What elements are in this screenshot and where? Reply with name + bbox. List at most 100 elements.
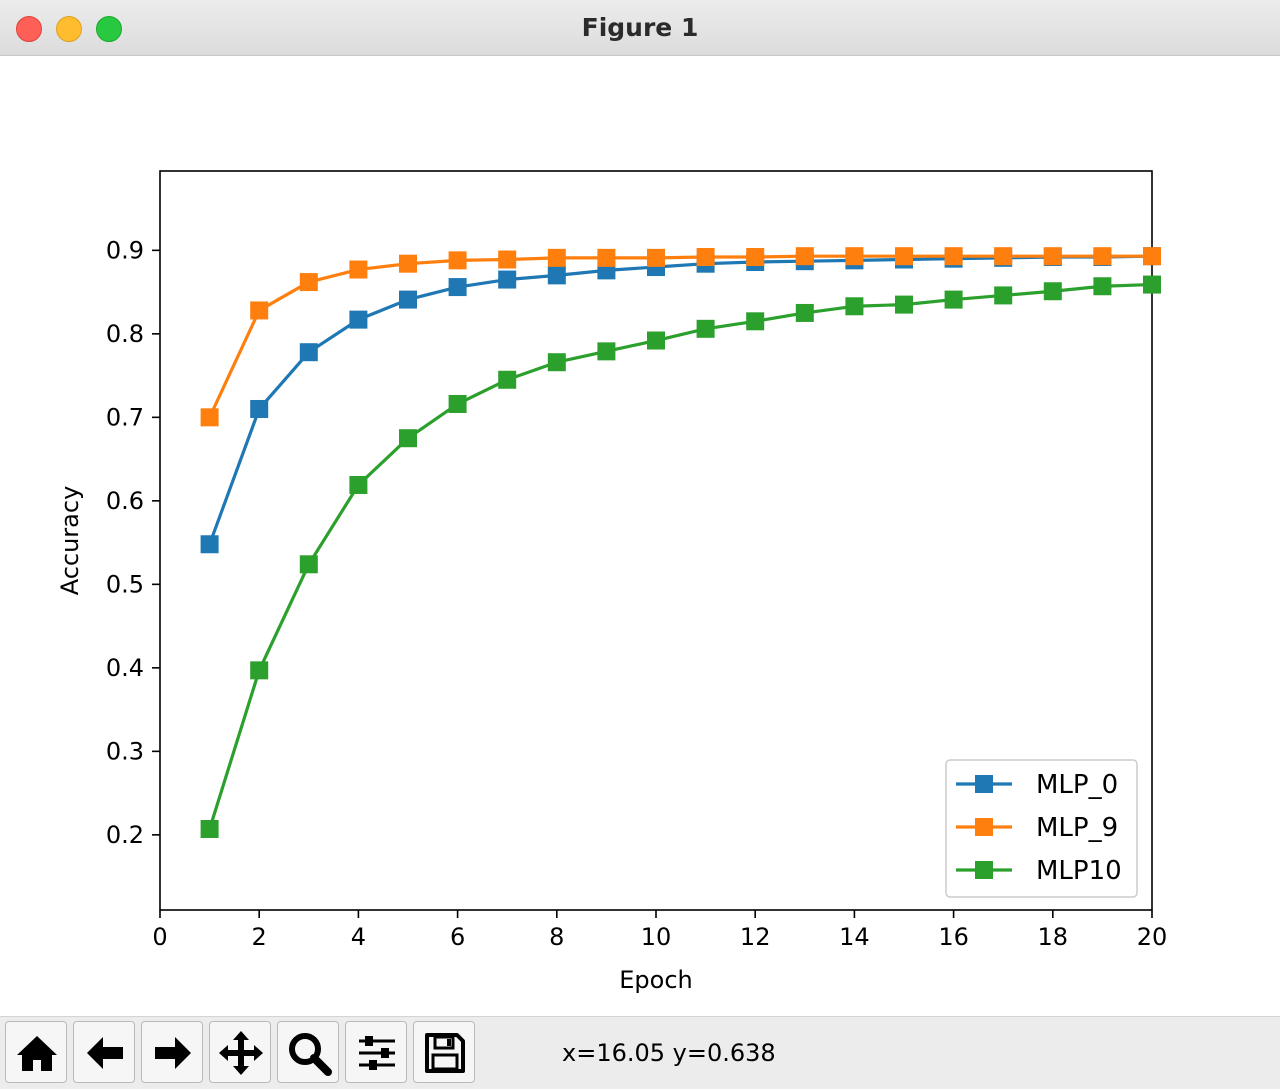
x-tick-label: 2 [252,923,267,951]
data-point-marker [795,303,814,322]
pan-button[interactable] [209,1021,271,1083]
data-point-marker [696,248,715,267]
data-point-marker [399,254,417,273]
data-point-marker [647,331,665,350]
home-button[interactable] [5,1021,67,1083]
data-point-marker [647,248,665,267]
data-point-marker [547,353,566,372]
pan-icon [219,1031,263,1075]
data-point-marker [895,247,913,266]
series-mlp-9 [200,247,1161,427]
data-point-marker [994,286,1013,305]
data-point-marker [597,248,616,267]
x-tick-label: 10 [641,923,672,951]
data-point-marker [1093,277,1112,296]
configure-subplots-button[interactable] [345,1021,407,1083]
legend-box [945,759,1138,898]
minimize-window-button[interactable] [56,16,82,42]
y-tick-label: 0.5 [106,570,144,598]
zoom-button[interactable] [277,1021,339,1083]
forward-arrow-icon [155,1037,191,1069]
configure-subplots-icon [359,1036,395,1070]
close-window-button[interactable] [16,16,42,42]
data-point-marker [200,820,219,839]
data-point-marker [845,297,864,316]
data-point-marker [944,290,963,309]
data-point-marker [200,535,219,554]
x-tick-label: 14 [839,923,870,951]
data-point-marker [994,247,1013,266]
x-tick-label: 12 [740,923,771,951]
y-tick-label: 0.6 [106,487,144,515]
data-point-marker [746,248,765,267]
navigation-toolbar: x=16.05 y=0.638 [0,1016,1280,1089]
x-tick-label: 20 [1137,923,1168,951]
data-point-marker [498,250,517,269]
data-point-marker [944,247,963,266]
data-point-marker [349,260,368,279]
series-mlp10 [200,275,1161,839]
data-point-marker [696,319,715,338]
data-point-marker [895,295,913,314]
y-axis-label: Accuracy [56,486,84,596]
data-point-marker [399,290,417,309]
save-button[interactable] [413,1021,475,1083]
window-title: Figure 1 [581,13,699,42]
zoom-icon [289,1033,332,1076]
x-tick-label: 4 [351,923,366,951]
data-point-marker [399,429,417,448]
data-point-marker [498,370,517,389]
maximize-window-button[interactable] [96,16,122,42]
y-tick-label: 0.7 [106,403,144,431]
x-axis-label: Epoch [619,966,693,994]
data-point-marker [299,343,318,362]
home-icon [17,1036,57,1071]
legend-marker [975,818,993,836]
data-point-marker [448,251,467,270]
legend-item: MLP_0 [956,770,1118,800]
window-titlebar: Figure 1 [0,0,1280,56]
data-point-marker [448,278,467,297]
data-point-marker [250,399,269,418]
data-point-marker [299,555,318,574]
back-button[interactable] [73,1021,135,1083]
y-tick-label: 0.9 [106,236,144,264]
accuracy-line-chart: 0 2 4 6 8 10 12 14 16 18 20 0.2 0.3 0.4 0.5 0.6 0.7 0.8 0.… [56,170,1168,994]
legend-marker [975,861,993,879]
y-tick-label: 0.3 [106,737,144,765]
save-icon [425,1033,465,1073]
data-point-marker [349,310,368,329]
back-arrow-icon [87,1037,123,1069]
y-tick-label: 0.8 [106,320,144,348]
x-tick-label: 6 [450,923,465,951]
x-tick-label: 18 [1038,923,1069,951]
legend-label: MLP_0 [1036,770,1118,800]
data-point-marker [1043,282,1062,301]
x-tick-label: 8 [549,923,564,951]
data-point-marker [200,408,219,427]
data-point-marker [845,247,864,266]
data-point-marker [597,342,616,361]
data-point-marker [250,301,269,320]
data-point-marker [1143,275,1161,294]
data-point-marker [795,247,814,266]
legend-label: MLP_9 [1036,813,1118,843]
forward-button[interactable] [141,1021,203,1083]
data-point-marker [299,273,318,292]
data-point-marker [547,248,566,267]
cursor-coordinates: x=16.05 y=0.638 [562,1039,776,1067]
legend-marker [975,775,993,793]
x-tick-label: 0 [152,923,167,951]
x-tick-label: 16 [938,923,969,951]
data-point-marker [448,394,467,413]
data-point-marker [746,312,765,331]
data-point-marker [1143,247,1161,266]
data-point-marker [547,266,566,285]
legend-item: MLP10 [956,856,1122,886]
data-point-marker [250,661,269,680]
data-point-marker [349,475,368,494]
data-point-marker [1043,247,1062,266]
y-tick-label: 0.2 [106,821,144,849]
legend-item: MLP_9 [956,813,1118,843]
y-tick-label: 0.4 [106,654,144,682]
